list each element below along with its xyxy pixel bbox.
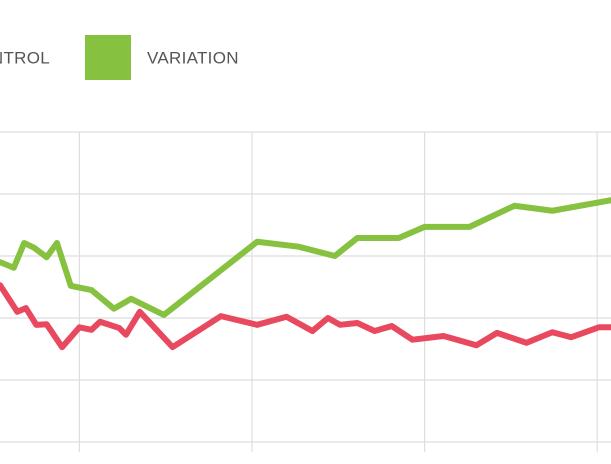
legend-label: NTROL: [0, 48, 50, 67]
series-line: [0, 197, 611, 318]
legend-swatch: [85, 35, 131, 80]
series-line: [0, 282, 611, 351]
legend-label: VARIATION: [147, 48, 239, 67]
